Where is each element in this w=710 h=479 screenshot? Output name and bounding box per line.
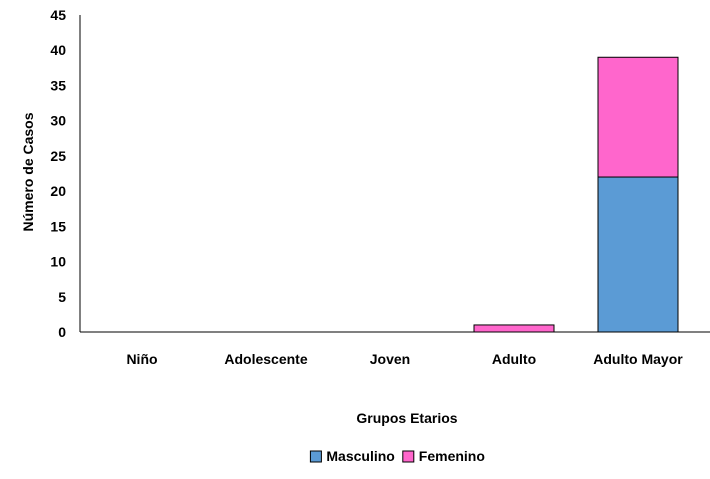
x-axis-tick-labels: Niño Adolescente Joven Adulto Adulto Mayor [126, 351, 683, 367]
y-tick-label: 40 [50, 42, 66, 58]
legend-label-femenino: Femenino [419, 448, 485, 464]
y-tick-label: 0 [58, 324, 66, 340]
axes [79, 15, 710, 333]
bar-marks [473, 56, 679, 333]
y-tick-label: 20 [50, 183, 66, 199]
x-axis-label: Grupos Etarios [356, 410, 457, 426]
x-tick-label: Niño [126, 351, 157, 367]
legend-swatch-femenino [402, 450, 415, 463]
legend-label-masculino: Masculino [326, 448, 394, 464]
x-tick-label: Adulto [492, 351, 536, 367]
y-tick-label: 15 [50, 218, 66, 234]
y-tick-label: 5 [58, 289, 66, 305]
y-tick-label: 25 [50, 148, 66, 164]
y-axis-ticks: 0 5 10 15 20 25 30 35 40 45 [50, 7, 66, 340]
legend-swatch-masculino [309, 450, 322, 463]
y-tick-label: 35 [50, 77, 66, 93]
x-tick-label: Adolescente [224, 351, 307, 367]
y-tick-label: 10 [50, 254, 66, 270]
bar-masculino-4 [597, 176, 679, 333]
y-tick-label: 45 [50, 7, 66, 23]
y-axis-label: Número de Casos [20, 112, 36, 231]
x-tick-label: Adulto Mayor [593, 351, 683, 367]
legend: Masculino Femenino [309, 448, 485, 464]
y-tick-label: 30 [50, 113, 66, 129]
bar-femenino-4 [597, 56, 679, 178]
x-tick-label: Joven [370, 351, 410, 367]
bar-femenino-3 [473, 324, 555, 333]
